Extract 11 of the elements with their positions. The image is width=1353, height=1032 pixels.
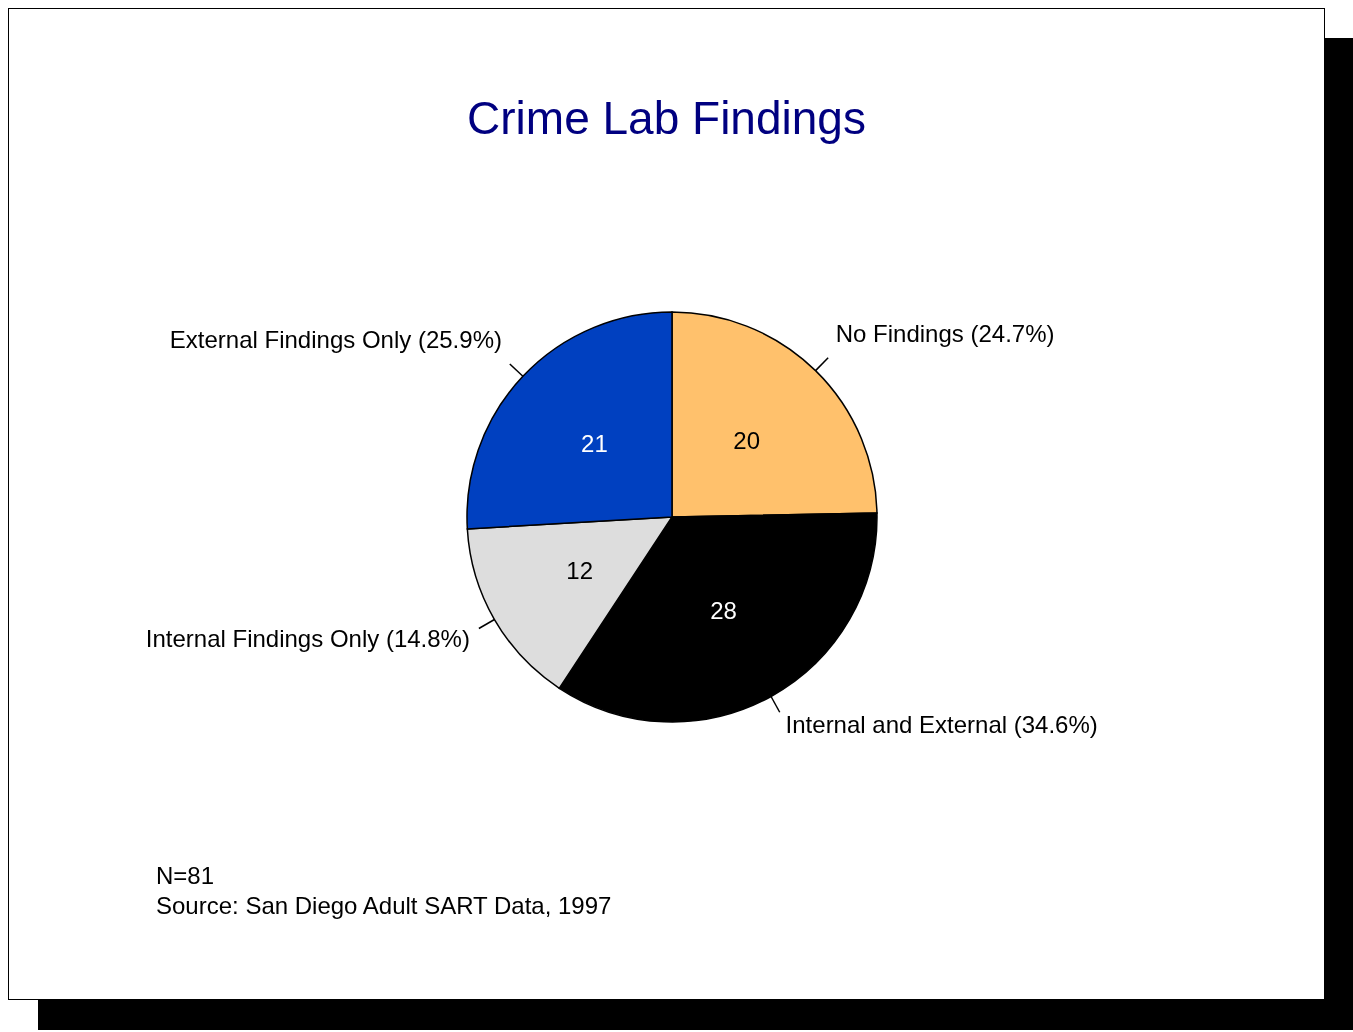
source-note: Source: San Diego Adult SART Data, 1997	[156, 891, 612, 921]
slice-label: Internal Findings Only (14.8%)	[145, 624, 470, 652]
slice-label: Internal and External (34.6%)	[785, 711, 1098, 739]
text: N=81	[156, 861, 216, 891]
chart-title: Crime Lab Findings	[466, 91, 867, 145]
slice-label: External Findings Only (25.9%)	[169, 326, 502, 354]
data-label: 28	[710, 596, 737, 624]
data-label: 21	[581, 430, 608, 458]
slice-label: No Findings (24.7%)	[835, 320, 1055, 348]
data-label: 20	[733, 427, 760, 455]
data-label: 12	[566, 556, 594, 584]
